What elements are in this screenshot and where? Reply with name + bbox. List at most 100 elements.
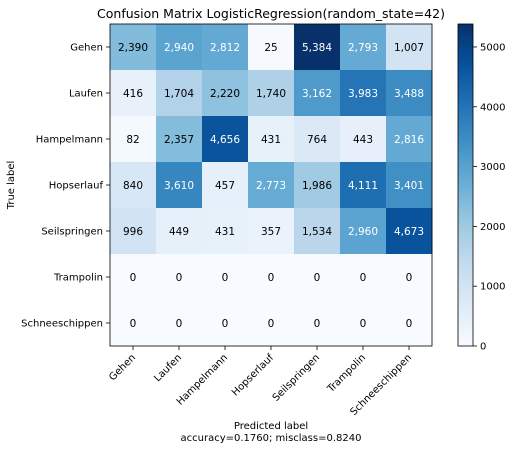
heatmap-cell xyxy=(110,162,157,209)
cell-value-label: 4,656 xyxy=(210,134,240,146)
heatmap-cell xyxy=(248,254,295,301)
heatmap-cell xyxy=(294,162,341,209)
heatmap-cell xyxy=(110,254,157,301)
colorbar-tick-label: 2000 xyxy=(480,222,505,233)
heatmap-cell xyxy=(340,208,387,255)
cell-value-label: 1,740 xyxy=(256,88,286,100)
heatmap-cell xyxy=(202,70,249,117)
colorbar-ticks: 0 1000 2000 3000 4000 5000 xyxy=(473,42,505,353)
heatmap-cell xyxy=(156,24,203,71)
heatmap-cell xyxy=(110,300,157,347)
x-tick-label: Gehen xyxy=(107,352,138,383)
x-tick-label: Laufen xyxy=(152,352,184,384)
heatmap-cell xyxy=(156,162,203,209)
heatmap-cell xyxy=(202,254,249,301)
colorbar-tick-label: 5000 xyxy=(480,42,505,53)
cell-value-label: 4,111 xyxy=(348,180,378,192)
heatmap-cell xyxy=(202,208,249,255)
cell-value-label: 840 xyxy=(123,180,143,192)
heatmap-cell xyxy=(340,116,387,163)
cell-value-label: 1,704 xyxy=(164,88,194,100)
y-tick-label: Laufen xyxy=(69,89,103,100)
heatmap-cell xyxy=(294,70,341,117)
y-tick-label: Hopserlauf xyxy=(49,181,104,192)
heatmap-cell xyxy=(202,162,249,209)
y-tick-label: Schneeschippen xyxy=(21,319,103,330)
heatmap-cell xyxy=(386,162,433,209)
cell-value-label: 2,793 xyxy=(348,42,378,54)
cell-value-label: 457 xyxy=(215,180,235,192)
cell-value-label: 3,401 xyxy=(394,180,424,192)
heatmap-cell xyxy=(340,300,387,347)
cell-value-label: 443 xyxy=(353,134,373,146)
colorbar-tick-label: 3000 xyxy=(480,162,505,173)
heatmap-cells xyxy=(110,24,433,347)
cell-value-label: 2,816 xyxy=(394,134,424,146)
cell-value-label: 996 xyxy=(123,226,143,238)
cell-value-label: 431 xyxy=(215,226,235,238)
cell-value-label: 1,986 xyxy=(302,180,332,192)
cell-value-label: 0 xyxy=(130,318,137,330)
heatmap-cell xyxy=(110,70,157,117)
y-tick-label: Trampolin xyxy=(53,273,103,284)
heatmap-cell xyxy=(156,116,203,163)
cell-value-label: 2,773 xyxy=(256,180,286,192)
heatmap-cell xyxy=(294,116,341,163)
heatmap-cell xyxy=(294,300,341,347)
y-tick-label: Seilspringen xyxy=(41,227,103,238)
cell-value-label: 0 xyxy=(176,272,183,284)
cell-value-label: 0 xyxy=(130,272,137,284)
cell-value-label: 0 xyxy=(222,318,229,330)
chart-title: Confusion Matrix LogisticRegression(rand… xyxy=(97,6,445,21)
heatmap-cell xyxy=(202,116,249,163)
heatmap-cell xyxy=(248,116,295,163)
heatmap-cell xyxy=(386,116,433,163)
cell-value-label: 2,220 xyxy=(210,88,240,100)
colorbar-tick-label: 0 xyxy=(480,342,486,353)
x-tick-label: Hopserlauf xyxy=(230,352,276,398)
cell-value-label: 25 xyxy=(264,42,277,54)
heatmap-cell xyxy=(294,208,341,255)
colorbar-tick-label: 4000 xyxy=(480,102,505,113)
heatmap-cell xyxy=(156,70,203,117)
heatmap-cell xyxy=(340,70,387,117)
cell-value-label: 2,390 xyxy=(118,42,148,54)
y-tick-label: Gehen xyxy=(70,43,103,54)
y-tick-label: Hampelmann xyxy=(36,135,103,146)
cell-value-label: 3,488 xyxy=(394,88,424,100)
heatmap-cell xyxy=(386,208,433,255)
cell-value-label: 0 xyxy=(360,318,367,330)
heatmap-cell xyxy=(340,162,387,209)
heatmap-cell xyxy=(156,208,203,255)
heatmap-cell xyxy=(340,254,387,301)
cell-value-label: 2,812 xyxy=(210,42,240,54)
heatmap-cell xyxy=(294,24,341,71)
cell-value-label: 2,357 xyxy=(164,134,194,146)
heatmap-cell xyxy=(248,208,295,255)
heatmap-cell xyxy=(110,116,157,163)
cell-value-label: 5,384 xyxy=(302,42,332,54)
heatmap-cell xyxy=(386,70,433,117)
cell-value-label: 431 xyxy=(261,134,281,146)
cell-value-label: 3,983 xyxy=(348,88,378,100)
cell-value-label: 0 xyxy=(360,272,367,284)
cell-value-label: 3,610 xyxy=(164,180,194,192)
heatmap-cell xyxy=(110,24,157,71)
colorbar-tick-label: 1000 xyxy=(480,282,505,293)
heatmap-value-labels: 2,390 2,940 2,812 25 5,384 2,793 1,007 416 1,704… xyxy=(118,42,424,330)
cell-value-label: 357 xyxy=(261,226,281,238)
heatmap-cell xyxy=(202,300,249,347)
heatmap-cell xyxy=(340,24,387,71)
cell-value-label: 449 xyxy=(169,226,189,238)
heatmap-cell xyxy=(202,24,249,71)
cell-value-label: 0 xyxy=(176,318,183,330)
cell-value-label: 416 xyxy=(123,88,143,100)
heatmap-cell xyxy=(248,70,295,117)
y-axis-label: True label xyxy=(6,161,17,211)
cell-value-label: 1,007 xyxy=(394,42,424,54)
heatmap-cell xyxy=(156,254,203,301)
x-tick-label: Trampolin xyxy=(325,352,368,395)
cell-value-label: 0 xyxy=(222,272,229,284)
